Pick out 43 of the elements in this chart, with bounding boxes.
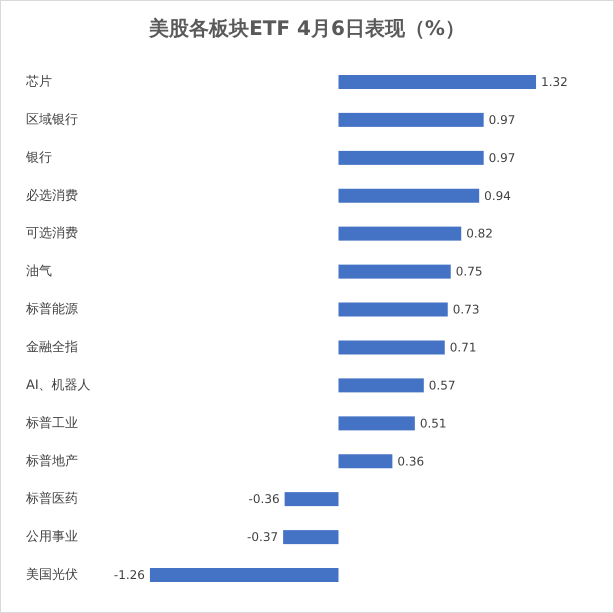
data-label: 0.57 <box>428 378 456 392</box>
y-tick-label: 金融全指 <box>26 340 78 355</box>
bar <box>338 302 448 317</box>
bar <box>284 492 338 506</box>
y-tick-label: 银行 <box>25 150 52 166</box>
y-tick-label: 标普地产 <box>25 452 78 469</box>
data-label: 0.75 <box>456 264 482 279</box>
data-label: -0.37 <box>247 530 278 544</box>
bar <box>338 74 536 89</box>
data-label: 0.97 <box>488 150 516 165</box>
data-label: 0.51 <box>420 416 447 430</box>
data-label: 0.71 <box>450 340 476 354</box>
bar <box>338 226 462 241</box>
data-label: 0.73 <box>452 302 480 317</box>
bar <box>150 568 338 582</box>
data-label: 0.94 <box>484 188 511 203</box>
bar <box>338 188 480 203</box>
y-tick-label: 区域银行 <box>26 112 78 128</box>
data-label: 0.97 <box>488 112 516 127</box>
y-tick-label: 油气 <box>26 264 52 280</box>
bar <box>338 378 424 392</box>
data-label: 1.32 <box>541 74 568 89</box>
y-tick-label: 必选消费 <box>26 188 78 204</box>
bar <box>338 264 451 279</box>
y-tick-label: AI、机器人 <box>26 378 91 393</box>
y-tick-label: 可选消费 <box>26 226 78 242</box>
y-tick-label: 公用事业 <box>26 530 78 545</box>
y-tick-label: 标普工业 <box>25 414 78 431</box>
chart-title: 美股各板块ETF 4月6日表现（%） <box>148 16 465 40</box>
y-tick-label: 标普医药 <box>25 490 78 507</box>
y-tick-label: 芯片 <box>25 74 52 90</box>
bar <box>338 454 392 468</box>
bar <box>338 340 445 354</box>
bar <box>338 112 484 127</box>
y-tick-label: 美国光伏 <box>26 566 78 583</box>
data-label: -1.26 <box>114 568 145 582</box>
data-label: -0.36 <box>248 492 280 506</box>
data-label: 0.82 <box>466 226 493 241</box>
bar <box>283 530 338 544</box>
y-tick-label: 标普能源 <box>25 301 78 318</box>
bar <box>338 150 484 165</box>
bar <box>338 416 415 430</box>
data-label: 0.36 <box>397 454 424 468</box>
